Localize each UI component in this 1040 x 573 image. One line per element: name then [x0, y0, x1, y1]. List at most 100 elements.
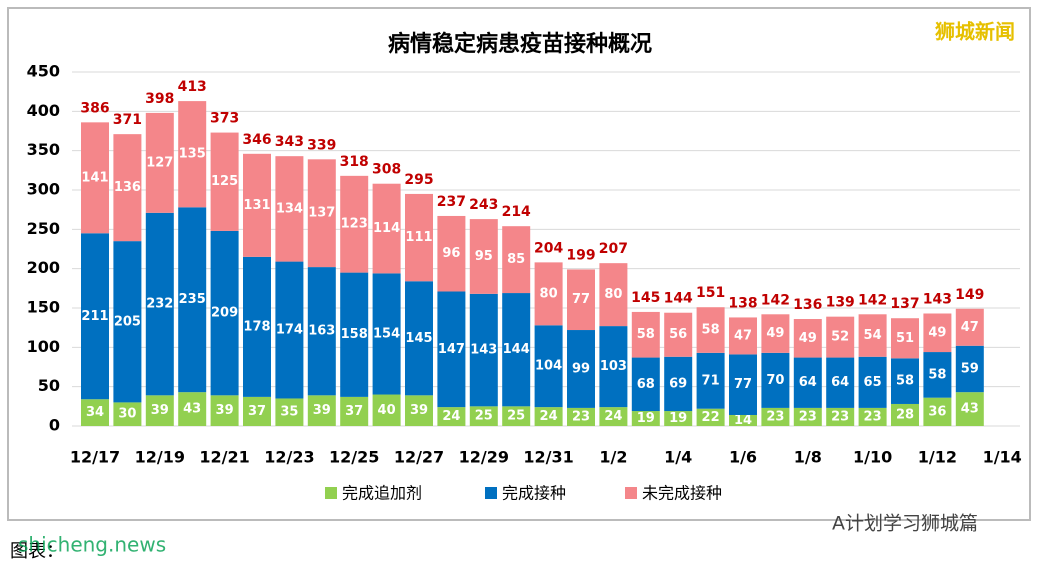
bar-segment	[81, 122, 109, 234]
total-label: 143	[923, 292, 952, 308]
bar-segment	[567, 269, 595, 331]
segment-label: 136	[114, 180, 141, 195]
segment-label: 235	[179, 292, 206, 307]
segment-label: 64	[831, 375, 849, 390]
segment-label: 209	[211, 306, 238, 321]
x-tick-label: 1/6	[729, 448, 757, 467]
segment-label: 123	[341, 217, 368, 232]
bar-segment	[372, 394, 401, 426]
legend-swatch	[325, 487, 337, 499]
bar-segment	[696, 352, 725, 409]
segment-label: 80	[540, 286, 558, 301]
bar-segment	[955, 308, 984, 346]
bar-segment	[826, 407, 855, 426]
segment-label: 95	[475, 249, 493, 264]
bar-segment	[761, 352, 790, 408]
segment-label: 39	[313, 403, 331, 418]
y-tick-label: 300	[27, 180, 60, 199]
bar-segment	[405, 395, 433, 426]
bar-segment	[502, 293, 531, 407]
bar-segment	[210, 132, 239, 231]
segment-label: 58	[896, 374, 914, 389]
bar-segment	[599, 326, 628, 408]
bar-segment	[534, 325, 563, 408]
source: 图表：	[10, 541, 64, 562]
x-tick-label: 12/27	[394, 448, 444, 467]
segment-label: 99	[572, 361, 590, 376]
segment-label: 34	[86, 405, 104, 420]
segment-label: 174	[276, 323, 303, 338]
x-tick-label: 12/17	[70, 448, 120, 467]
bar-segment	[405, 193, 433, 282]
bar-segment	[178, 101, 207, 208]
segment-label: 39	[216, 403, 234, 418]
segment-label: 37	[345, 404, 363, 419]
legend-label: 完成接种	[502, 484, 566, 503]
legend-swatch	[625, 487, 637, 499]
total-label: 199	[566, 247, 595, 263]
bar-segment	[469, 219, 498, 294]
bar-segment	[761, 314, 790, 353]
x-tick-label: 12/25	[329, 448, 379, 467]
segment-label: 25	[507, 409, 525, 424]
bar-segment	[729, 354, 757, 415]
segment-label: 125	[211, 174, 238, 189]
site-watermark: shicheng.news	[18, 533, 166, 557]
segment-label: 40	[378, 403, 396, 418]
segment-label: 22	[702, 410, 720, 425]
total-label: 136	[793, 297, 822, 313]
segment-label: 35	[280, 405, 298, 420]
bar-segment	[243, 396, 271, 426]
segment-label: 43	[961, 402, 979, 417]
bar-segment	[793, 357, 822, 408]
bar-segment	[599, 407, 628, 426]
total-label: 137	[890, 296, 919, 312]
total-label: 204	[534, 240, 563, 256]
bar-segment	[664, 356, 693, 412]
x-tick-label: 12/23	[264, 448, 314, 467]
segment-label: 104	[535, 359, 562, 374]
segment-label: 103	[600, 359, 627, 374]
segment-label: 24	[540, 409, 558, 424]
bar-segment	[729, 317, 757, 355]
y-tick-label: 100	[27, 337, 60, 356]
bar-segment	[923, 352, 952, 398]
segment-label: 154	[373, 326, 400, 341]
total-label: 142	[858, 292, 887, 308]
segment-label: 23	[572, 409, 590, 424]
bar-segment	[826, 316, 855, 358]
total-label: 144	[664, 291, 693, 307]
bar-segment	[469, 406, 498, 426]
segment-label: 25	[475, 409, 493, 424]
segment-label: 141	[81, 170, 108, 185]
bar-segment	[81, 233, 109, 400]
y-tick-label: 200	[27, 258, 60, 277]
bar-segment	[210, 395, 239, 426]
y-tick-label: 250	[27, 219, 60, 238]
bar-segment	[243, 153, 271, 257]
x-tick-label: 12/19	[135, 448, 185, 467]
segment-label: 134	[276, 201, 303, 216]
segment-label: 49	[928, 325, 946, 340]
bar-segment	[858, 314, 887, 357]
segment-label: 30	[118, 407, 136, 422]
bar-segment	[145, 212, 174, 396]
x-tick-label: 1/10	[853, 448, 892, 467]
bar-segment	[113, 241, 142, 403]
bar-segment	[631, 411, 660, 426]
segment-label: 77	[572, 292, 590, 307]
total-label: 142	[761, 292, 790, 308]
bar-segment	[275, 156, 304, 262]
bar-segment	[210, 230, 239, 396]
bar-segment	[923, 313, 952, 353]
bar-segment	[567, 407, 595, 426]
total-label: 295	[404, 172, 433, 188]
segment-label: 178	[243, 319, 270, 334]
segment-label: 114	[373, 221, 400, 236]
segment-label: 65	[864, 375, 882, 390]
total-label: 373	[210, 111, 239, 127]
bar-segment	[923, 397, 952, 426]
bar-segment	[761, 407, 790, 426]
segment-label: 37	[248, 404, 266, 419]
segment-label: 23	[831, 409, 849, 424]
